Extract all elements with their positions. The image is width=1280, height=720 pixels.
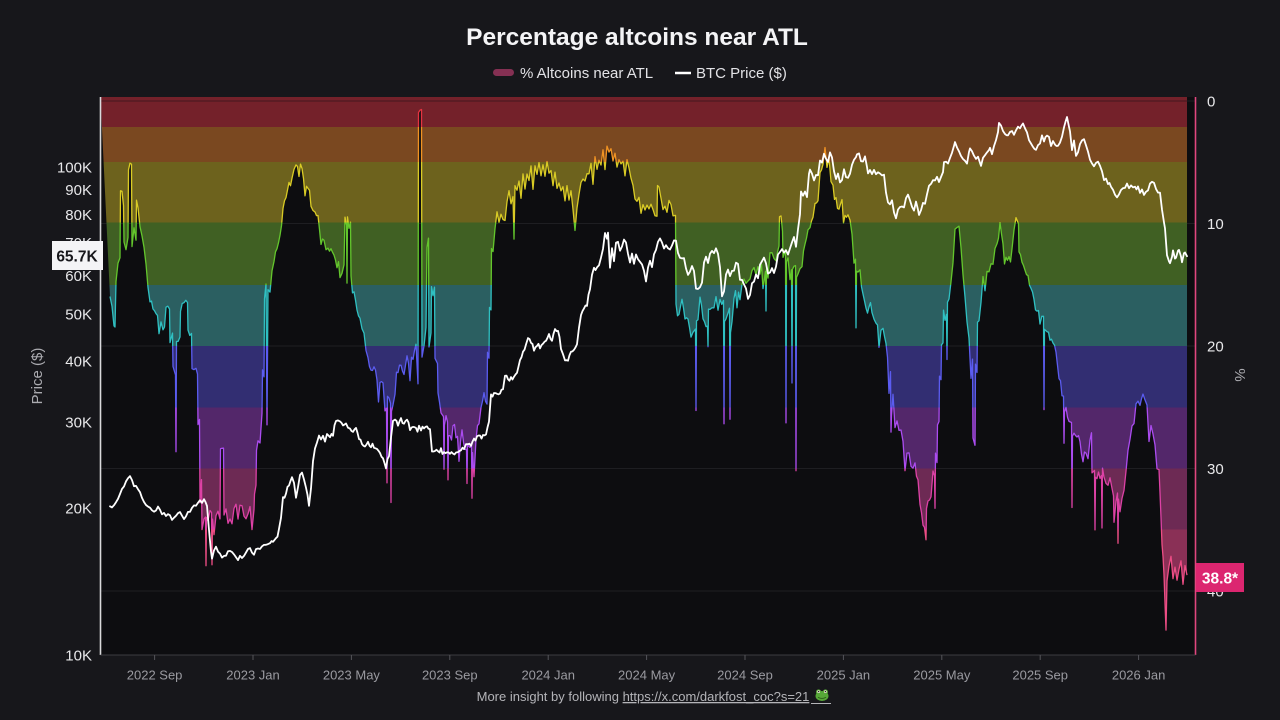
svg-text:2022 Sep: 2022 Sep (127, 668, 183, 683)
svg-text:38.8*: 38.8* (1202, 571, 1239, 588)
svg-text:2023 Sep: 2023 Sep (422, 668, 478, 683)
svg-text:100K: 100K (57, 160, 92, 177)
svg-text:More insight by following http: More insight by following https://x.com/… (477, 689, 810, 704)
svg-text:50K: 50K (65, 306, 92, 323)
svg-text:60K: 60K (65, 268, 92, 285)
svg-text:2026 Jan: 2026 Jan (1112, 668, 1166, 683)
svg-text:2023 Jan: 2023 Jan (226, 668, 280, 683)
svg-text:30K: 30K (65, 415, 92, 432)
svg-text:2024 Sep: 2024 Sep (717, 668, 773, 683)
svg-text:10K: 10K (65, 648, 92, 665)
svg-text:2024 Jan: 2024 Jan (521, 668, 575, 683)
svg-text:0: 0 (1207, 94, 1215, 111)
svg-text:2024 May: 2024 May (618, 668, 676, 683)
svg-text:2025 May: 2025 May (913, 668, 971, 683)
svg-text:%: % (1231, 368, 1248, 381)
svg-text:Price ($): Price ($) (29, 348, 46, 405)
svg-text:90K: 90K (65, 182, 92, 199)
svg-text:Percentage altcoins near ATL: Percentage altcoins near ATL (466, 24, 808, 51)
svg-text:BTC Price ($): BTC Price ($) (696, 65, 787, 82)
svg-text:30: 30 (1207, 461, 1224, 478)
svg-text:10: 10 (1207, 216, 1224, 233)
svg-text:2023 May: 2023 May (323, 668, 381, 683)
svg-text:20K: 20K (65, 501, 92, 518)
svg-text:2025 Jan: 2025 Jan (817, 668, 871, 683)
svg-text:20: 20 (1207, 339, 1224, 356)
svg-text:65.7K: 65.7K (56, 249, 98, 266)
svg-text:% Altcoins near ATL: % Altcoins near ATL (520, 65, 653, 82)
svg-text:40K: 40K (65, 354, 92, 371)
svg-text:2025 Sep: 2025 Sep (1012, 668, 1068, 683)
svg-text:80K: 80K (65, 207, 92, 224)
